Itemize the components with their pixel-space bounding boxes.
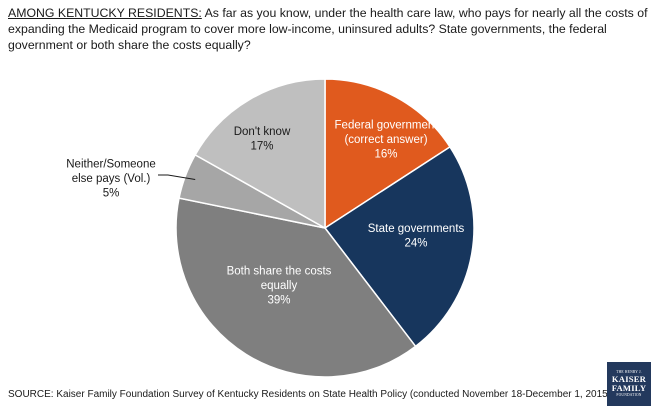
title-lead: AMONG KENTUCKY RESIDENTS:	[8, 6, 202, 20]
pie-slice-2	[175, 197, 417, 378]
pie-slice-4	[194, 78, 326, 230]
logo-line-1: THE HENRY J.	[616, 370, 642, 374]
title-question: As far as you know, under the health car…	[8, 6, 648, 53]
pie-slice-1	[323, 145, 475, 348]
kff-logo: THE HENRY J. KAISER FAMILY FOUNDATION	[607, 362, 651, 406]
logo-line-3: FAMILY	[611, 383, 647, 393]
logo-line-4: FOUNDATION	[616, 393, 642, 397]
pie-slice-0	[324, 78, 452, 230]
slice-label-4: Don't know 17%	[234, 126, 291, 153]
logo-line-2: KAISER	[611, 374, 647, 384]
slice-label-1: State governments 24%	[368, 223, 465, 250]
slice-label-3: Neither/Someone else pays (Vol.) 5%	[66, 159, 156, 200]
leader-line-3	[158, 174, 196, 180]
chart-title: AMONG KENTUCKY RESIDENTS: As far as you …	[8, 5, 648, 54]
source-note: SOURCE: Kaiser Family Foundation Survey …	[8, 389, 612, 400]
slice-label-2: Both share the costs equally 39%	[227, 266, 332, 307]
slice-label-0: Federal government (correct answer) 16%	[335, 120, 439, 161]
